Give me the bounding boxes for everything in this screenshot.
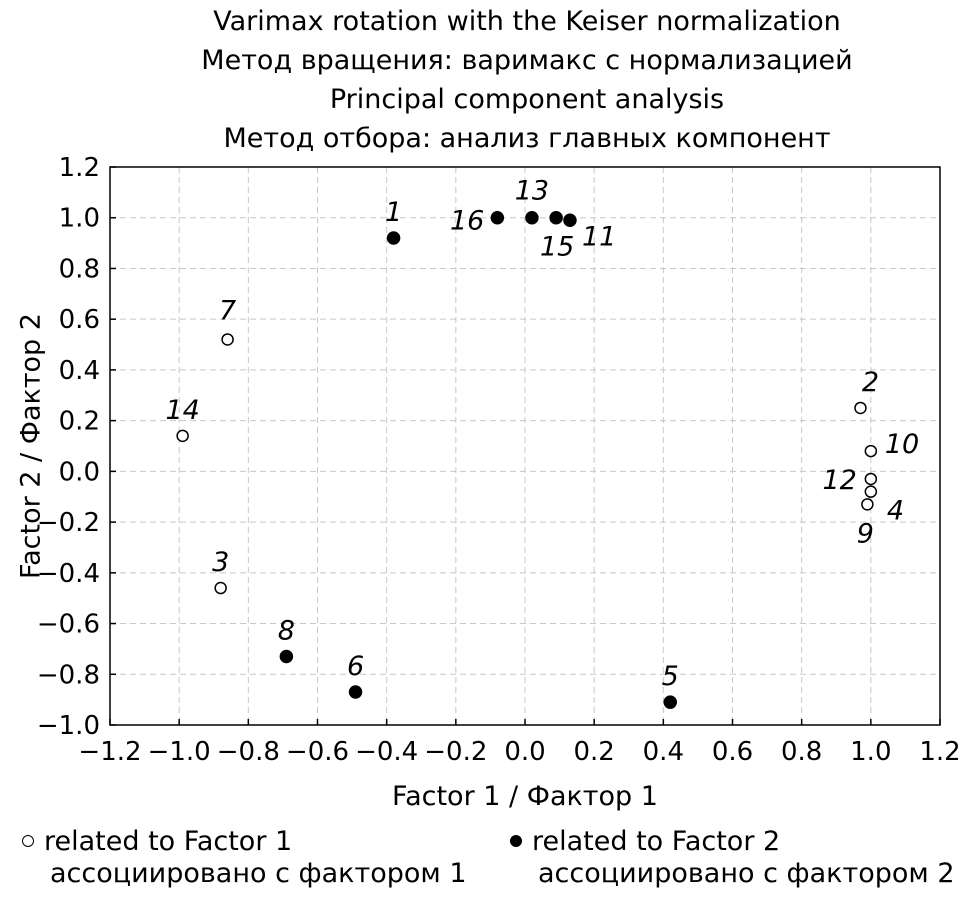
point-factor2 [525, 210, 539, 225]
data-points: 7 14 3 210 12 49 1 16 13 15 11 8 6 5 [165, 176, 919, 709]
point-label: 12 [822, 465, 856, 496]
grid-lines [110, 167, 940, 725]
y-tick-label: −0.2 [37, 508, 100, 538]
x-tick-label: 0.8 [781, 737, 822, 767]
chart-title-line: Метод отбора: анализ главных компонент [223, 123, 830, 154]
x-tick-label: −0.6 [286, 737, 349, 767]
filled-circle-icon [510, 835, 522, 847]
point-label: 15 [540, 232, 574, 263]
x-tick-label: −1.0 [148, 737, 211, 767]
x-tick-label: −0.8 [217, 737, 280, 767]
point-label: 5 [662, 661, 679, 692]
y-tick-label: 0.0 [59, 457, 100, 487]
legend-open-label-ru: ассоциировано с фактором 1 [50, 858, 467, 889]
point-label: 14 [165, 395, 199, 426]
x-tick-label: 0.2 [573, 737, 614, 767]
y-axis-label: Factor 2 / Фактор 2 [15, 313, 46, 579]
point-factor2 [386, 231, 401, 245]
y-tick-label: 0.4 [59, 356, 100, 386]
y-tick-label: 0.6 [59, 305, 100, 335]
y-tick-label: −0.4 [37, 559, 100, 589]
x-axis-label: Factor 1 / Фактор 1 [392, 781, 658, 812]
point-label: 11 [582, 221, 616, 252]
y-tick-label: −0.6 [37, 610, 100, 640]
point-factor1 [214, 581, 227, 595]
x-tick-label: 0.0 [504, 737, 545, 767]
x-axis-ticks: −1.2 −1.0 −0.8 −0.6 −0.4 −0.2 0.0 0.2 0.4 0.6 0.8 1… [78, 719, 961, 767]
legend-open-label-en: related to Factor 1 [44, 826, 293, 857]
point-label: 3 [212, 547, 229, 578]
x-tick-label: 0.6 [712, 737, 753, 767]
legend-filled-label-ru: ассоциировано с фактором 2 [538, 858, 955, 889]
point-factor1 [864, 444, 878, 458]
point-factor2 [348, 685, 363, 699]
point-label: 6 [347, 651, 364, 682]
point-factor1 [854, 401, 867, 415]
y-tick-label: −1.0 [37, 711, 100, 741]
y-tick-label: −0.8 [37, 660, 100, 690]
point-factor2 [563, 213, 577, 228]
point-label: 7 [219, 295, 236, 326]
point-factor1 [176, 429, 189, 443]
y-axis-ticks: 1.2 1.0 0.8 0.6 0.4 0.2 0.0 −0.2 −0.4 −0.6 −0.8 −1.… [37, 153, 116, 741]
y-tick-label: 1.0 [59, 204, 100, 234]
legend-open: related to Factor 1 ассоциировано с факт… [22, 826, 467, 890]
chart-title: Varimax rotation with the Keiser normali… [201, 6, 852, 154]
x-tick-label: 0.4 [643, 737, 684, 767]
point-factor1 [221, 333, 234, 346]
point-factor2 [490, 210, 505, 225]
chart-title-line: Varimax rotation with the Keiser normali… [213, 6, 841, 37]
scatter-chart: Varimax rotation with the Keiser normali… [15, 6, 961, 812]
y-tick-label: 1.2 [59, 153, 100, 183]
x-tick-label: −0.4 [355, 737, 418, 767]
point-label: 13 [515, 176, 549, 207]
point-label: 16 [450, 206, 484, 237]
point-label: 10 [885, 429, 919, 460]
chart-title-line: Метод вращения: варимакс с нормализацией [201, 45, 852, 76]
point-factor1 [861, 498, 874, 511]
point-label: 8 [278, 616, 295, 647]
y-tick-label: 0.8 [59, 254, 100, 284]
y-tick-label: 0.2 [59, 407, 100, 437]
x-tick-label: 1.0 [850, 737, 891, 767]
point-label: 9 [857, 518, 874, 549]
point-factor2 [279, 649, 294, 664]
open-circle-icon [22, 835, 34, 847]
point-factor2 [663, 695, 677, 709]
chart-title-line: Principal component analysis [330, 84, 724, 115]
x-tick-label: −0.2 [424, 737, 487, 767]
point-label: 2 [862, 367, 879, 398]
legend-filled-label-en: related to Factor 2 [532, 826, 781, 857]
x-tick-label: 1.2 [919, 737, 960, 767]
x-tick-label: −1.2 [78, 737, 141, 767]
point-factor1 [864, 485, 878, 498]
point-factor1 [864, 472, 878, 486]
point-label: 1 [385, 197, 402, 228]
point-label: 4 [887, 496, 904, 527]
legend-filled: related to Factor 2 ассоциировано с факт… [510, 826, 955, 890]
point-factor2 [549, 210, 563, 225]
